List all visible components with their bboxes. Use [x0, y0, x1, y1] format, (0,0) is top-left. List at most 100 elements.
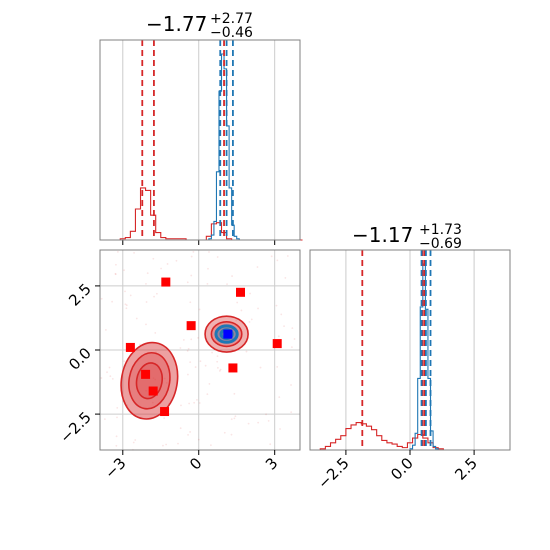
- scatter-bg-point: [211, 351, 213, 354]
- scatter-marker-red: [186, 321, 196, 331]
- scatter-bg-point: [290, 411, 293, 414]
- scatter-bg-point: [216, 366, 219, 369]
- scatter-bg-point: [116, 406, 119, 409]
- scatter-bg-point: [216, 360, 219, 363]
- title-param-2-lower: −0.69: [419, 236, 462, 252]
- scatter-bg-point: [249, 292, 252, 295]
- scatter-bg-point: [154, 332, 157, 334]
- scatter-panel: [100, 250, 296, 451]
- scatter-bg-point: [259, 366, 262, 369]
- scatter-bg-point: [125, 304, 128, 307]
- scatter-marker-red: [141, 369, 151, 379]
- title-param-2: −1.17 +1.73 −0.69: [352, 222, 462, 252]
- scatter-bg-point: [152, 377, 155, 380]
- scatter-bg-point: [291, 327, 294, 330]
- scatter-bg-point: [105, 329, 107, 331]
- scatter-bg-point: [166, 263, 169, 265]
- scatter-bg-point: [267, 419, 270, 422]
- scatter-bg-point: [180, 404, 182, 407]
- scatter-bg-point: [124, 303, 127, 306]
- scatter-bg-point: [284, 277, 287, 279]
- scatter-bg-point: [210, 444, 212, 447]
- scatter-y-tick-label: −2.5: [56, 408, 94, 446]
- scatter-bg-point: [194, 366, 197, 368]
- scatter-bg-point: [114, 273, 117, 276]
- scatter-bg-point: [265, 413, 267, 416]
- scatter-bg-point: [190, 255, 193, 258]
- scatter-bg-point: [233, 417, 236, 420]
- scatter-bg-point: [100, 297, 103, 300]
- scatter-bg-point: [189, 301, 192, 304]
- scatter-x-tick-label: 3: [262, 454, 281, 473]
- scatter-bg-point: [123, 269, 125, 272]
- scatter-bg-point: [133, 251, 135, 254]
- scatter-bg-point: [277, 335, 280, 338]
- scatter-bg-point: [206, 282, 209, 285]
- scatter-bg-point: [226, 283, 228, 285]
- scatter-bg-point: [124, 290, 126, 293]
- scatter-bg-point: [270, 255, 273, 258]
- hist-param-2-x-tick-label: −2.5: [314, 454, 352, 492]
- scatter-bg-point: [129, 294, 132, 297]
- scatter-bg-point: [154, 378, 157, 381]
- hist-param-1-grid: [122, 40, 276, 240]
- scatter-bg-point: [106, 371, 108, 374]
- scatter-bg-point: [145, 323, 147, 326]
- scatter-bg-point: [192, 251, 195, 253]
- scatter-bg-point: [153, 295, 155, 298]
- scatter-bg-point: [283, 325, 285, 328]
- scatter-bg-point: [286, 255, 289, 257]
- scatter-bg-point: [187, 373, 189, 376]
- scatter-bg-point: [197, 438, 200, 441]
- scatter-bg-point: [216, 355, 219, 358]
- scatter-bg-point: [175, 259, 178, 262]
- title-param-2-main: −1.17: [352, 223, 413, 247]
- hist-param-2-grid: [345, 250, 475, 450]
- scatter-bg-point: [216, 256, 219, 258]
- scatter-bg-point: [163, 417, 166, 420]
- title-param-2-upper: +1.73: [419, 222, 462, 238]
- scatter-bg-point: [187, 434, 189, 436]
- contour-red-level: [128, 351, 171, 410]
- scatter-bg-point: [230, 433, 233, 436]
- scatter-bg-point: [188, 402, 191, 405]
- scatter-bg-point: [108, 366, 111, 369]
- scatter-bg-point: [206, 393, 209, 396]
- hist-param-1-red-series: [100, 187, 303, 241]
- scatter-bg-point: [146, 272, 149, 275]
- hist-param-1-frame: [99, 39, 301, 241]
- scatter-x-tick-label: −3: [101, 454, 129, 482]
- scatter-y-tick-label: 0.0: [65, 344, 95, 374]
- scatter-bg-point: [276, 259, 279, 262]
- scatter-bg-point: [115, 435, 118, 438]
- scatter-bg-point: [177, 442, 179, 445]
- scatter-bg-point: [187, 347, 190, 350]
- scatter-bg-point: [145, 389, 147, 392]
- scatter-bg-point: [145, 282, 147, 285]
- scatter-bg-point: [111, 377, 114, 380]
- scatter-bg-point: [145, 301, 148, 303]
- scatter-y-tick-label: 2.5: [65, 280, 95, 310]
- scatter-marker-red: [148, 386, 158, 396]
- scatter-bg-point: [293, 338, 296, 340]
- scatter-bg-point: [231, 275, 233, 277]
- scatter-bg-point: [276, 365, 279, 368]
- scatter-bg-point: [134, 439, 137, 441]
- scatter-bg-point: [198, 402, 201, 404]
- title-param-1: −1.77 +2.77 −0.46: [146, 11, 253, 41]
- scatter-bg-point: [236, 301, 239, 304]
- scatter-bg-point: [198, 308, 201, 311]
- scatter-marker-red: [272, 339, 282, 349]
- scatter-marker-red: [125, 342, 135, 352]
- scatter-bg-point: [218, 370, 221, 372]
- scatter-bg-point: [204, 364, 207, 367]
- scatter-bg-point: [151, 401, 154, 404]
- scatter-bg-point: [186, 281, 189, 284]
- scatter-bg-point: [189, 361, 192, 364]
- scatter-bg-point: [179, 347, 182, 349]
- scatter-bg-point: [163, 377, 166, 380]
- scatter-bg-point: [132, 441, 135, 444]
- scatter-bg-point: [139, 343, 141, 346]
- scatter-bg-point: [116, 416, 118, 419]
